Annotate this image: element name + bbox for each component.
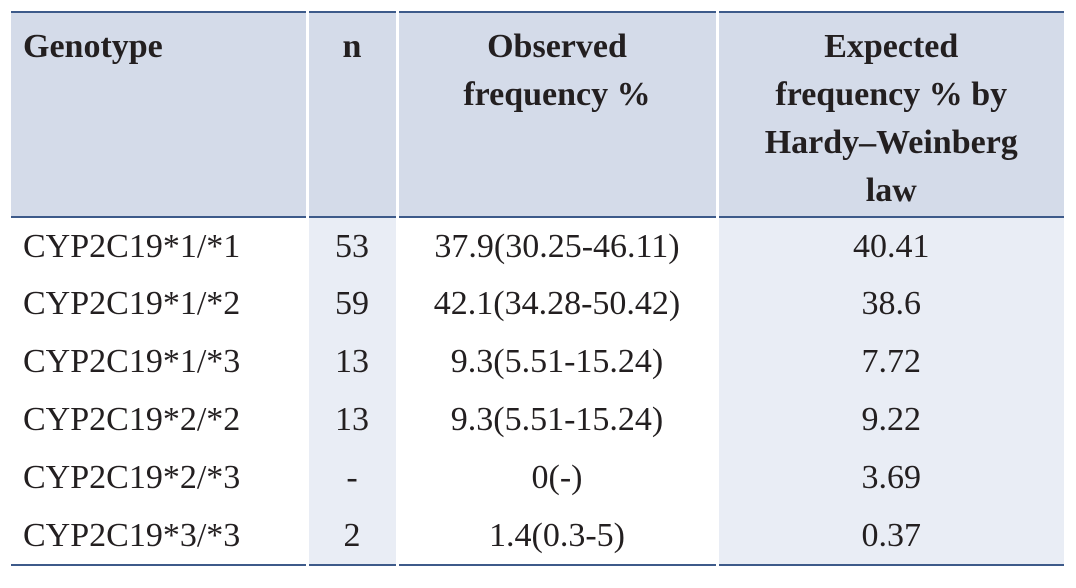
cell-observed: 9.3(5.51-15.24) <box>395 391 717 449</box>
header-genotype-label: Genotype <box>23 28 163 65</box>
table-body: CYP2C19*1/*1 53 37.9(30.25-46.11) 40.41 … <box>11 217 1064 566</box>
header-genotype: Genotype <box>11 11 307 218</box>
cell-n: 13 <box>305 333 397 391</box>
cell-n: 53 <box>305 217 397 275</box>
cell-genotype: CYP2C19*2/*3 <box>23 459 241 496</box>
cell-expected: 9.22 <box>715 391 1064 449</box>
cell-genotype: CYP2C19*1/*2 <box>23 285 241 322</box>
cell-expected: 3.69 <box>715 449 1064 507</box>
cell-observed: 9.3(5.51-15.24) <box>395 333 717 391</box>
cell-genotype: CYP2C19*1/*1 <box>23 227 241 265</box>
cell-expected: 0.37 <box>715 507 1064 566</box>
cell-expected: 40.41 <box>715 217 1064 275</box>
header-n-label: n <box>342 28 362 65</box>
cell-n: 2 <box>305 507 397 566</box>
header-row: Genotype n Observed frequency % Expected… <box>11 11 1064 218</box>
table-row: CYP2C19*2/*2 13 9.3(5.51-15.24) 9.22 <box>11 391 1064 449</box>
header-expected-line4: law <box>865 172 917 209</box>
genotype-frequency-table-container: Genotype n Observed frequency % Expected… <box>11 11 1064 577</box>
cell-expected: 7.72 <box>715 333 1064 391</box>
table-header: Genotype n Observed frequency % Expected… <box>11 11 1064 218</box>
cell-observed: 1.4(0.3-5) <box>395 507 717 566</box>
header-n: n <box>305 11 397 218</box>
genotype-frequency-table: Genotype n Observed frequency % Expected… <box>11 11 1064 566</box>
header-observed-frequency: Observed frequency % <box>395 11 717 218</box>
cell-genotype: CYP2C19*3/*3 <box>11 507 307 566</box>
table-row: CYP2C19*1/*3 13 9.3(5.51-15.24) 7.72 <box>11 333 1064 391</box>
cell-n: 59 <box>305 275 397 333</box>
header-expected-line2: frequency % by <box>775 76 1008 113</box>
table-row: CYP2C19*1/*2 59 42.1(34.28-50.42) 38.6 <box>11 275 1064 333</box>
header-observed-line1: Observed <box>487 28 627 65</box>
cell-n: - <box>305 449 397 507</box>
header-observed-line2: frequency % <box>463 76 651 113</box>
cell-n: 13 <box>305 391 397 449</box>
table-row: CYP2C19*1/*1 53 37.9(30.25-46.11) 40.41 <box>11 217 1064 275</box>
cell-observed: 0(-) <box>395 449 717 507</box>
cell-genotype: CYP2C19*2/*2 <box>23 401 241 438</box>
cell-observed: 37.9(30.25-46.11) <box>395 217 717 275</box>
header-expected-line3: Hardy–Weinberg <box>764 124 1018 161</box>
table-row: CYP2C19*2/*3 - 0(-) 3.69 <box>11 449 1064 507</box>
header-expected-frequency: Expected frequency % by Hardy–Weinberg l… <box>715 11 1064 218</box>
table-row: CYP2C19*3/*3 2 1.4(0.3-5) 0.37 <box>11 507 1064 566</box>
cell-genotype: CYP2C19*1/*3 <box>23 343 241 380</box>
cell-expected: 38.6 <box>715 275 1064 333</box>
cell-observed: 42.1(34.28-50.42) <box>395 275 717 333</box>
header-expected-line1: Expected <box>824 28 959 65</box>
